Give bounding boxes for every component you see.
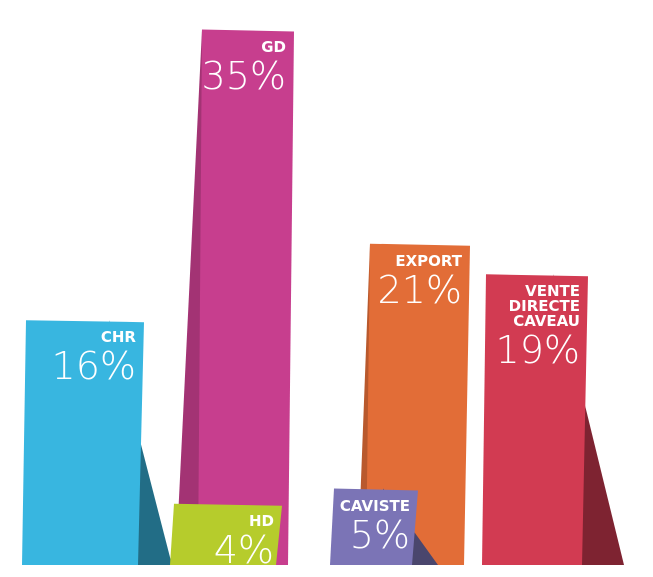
bar-label: VENTE DIRECTE CAVEAU 19% bbox=[482, 282, 588, 373]
bar-label: GD 35% bbox=[198, 37, 294, 98]
bar bbox=[22, 320, 144, 565]
category-label: GD bbox=[261, 37, 286, 56]
bar-side bbox=[358, 243, 370, 559]
category-label: EXPORT bbox=[395, 251, 462, 270]
bar-label: EXPORT 21% bbox=[366, 251, 470, 312]
value-label: 5% bbox=[349, 512, 410, 557]
value-label: 21% bbox=[377, 267, 462, 312]
bar-label: CHR 16% bbox=[22, 328, 144, 389]
bar bbox=[366, 243, 470, 565]
category-label: VENTE DIRECTE CAVEAU bbox=[508, 282, 580, 331]
value-label: 16% bbox=[51, 344, 136, 389]
value-label: 19% bbox=[495, 328, 580, 373]
bar-side bbox=[176, 29, 202, 559]
bar bbox=[198, 29, 294, 565]
bar bbox=[482, 274, 588, 565]
bar-label: CAVISTE 5% bbox=[330, 496, 418, 557]
value-label: 4% bbox=[213, 527, 274, 572]
category-label: CHR bbox=[100, 328, 136, 347]
bar bbox=[330, 488, 418, 565]
bar-label: HD 4% bbox=[170, 511, 282, 572]
bar bbox=[170, 503, 282, 565]
category-label: CAVISTE bbox=[339, 496, 410, 515]
category-label: HD bbox=[248, 511, 274, 530]
value-label: 35% bbox=[201, 53, 286, 98]
